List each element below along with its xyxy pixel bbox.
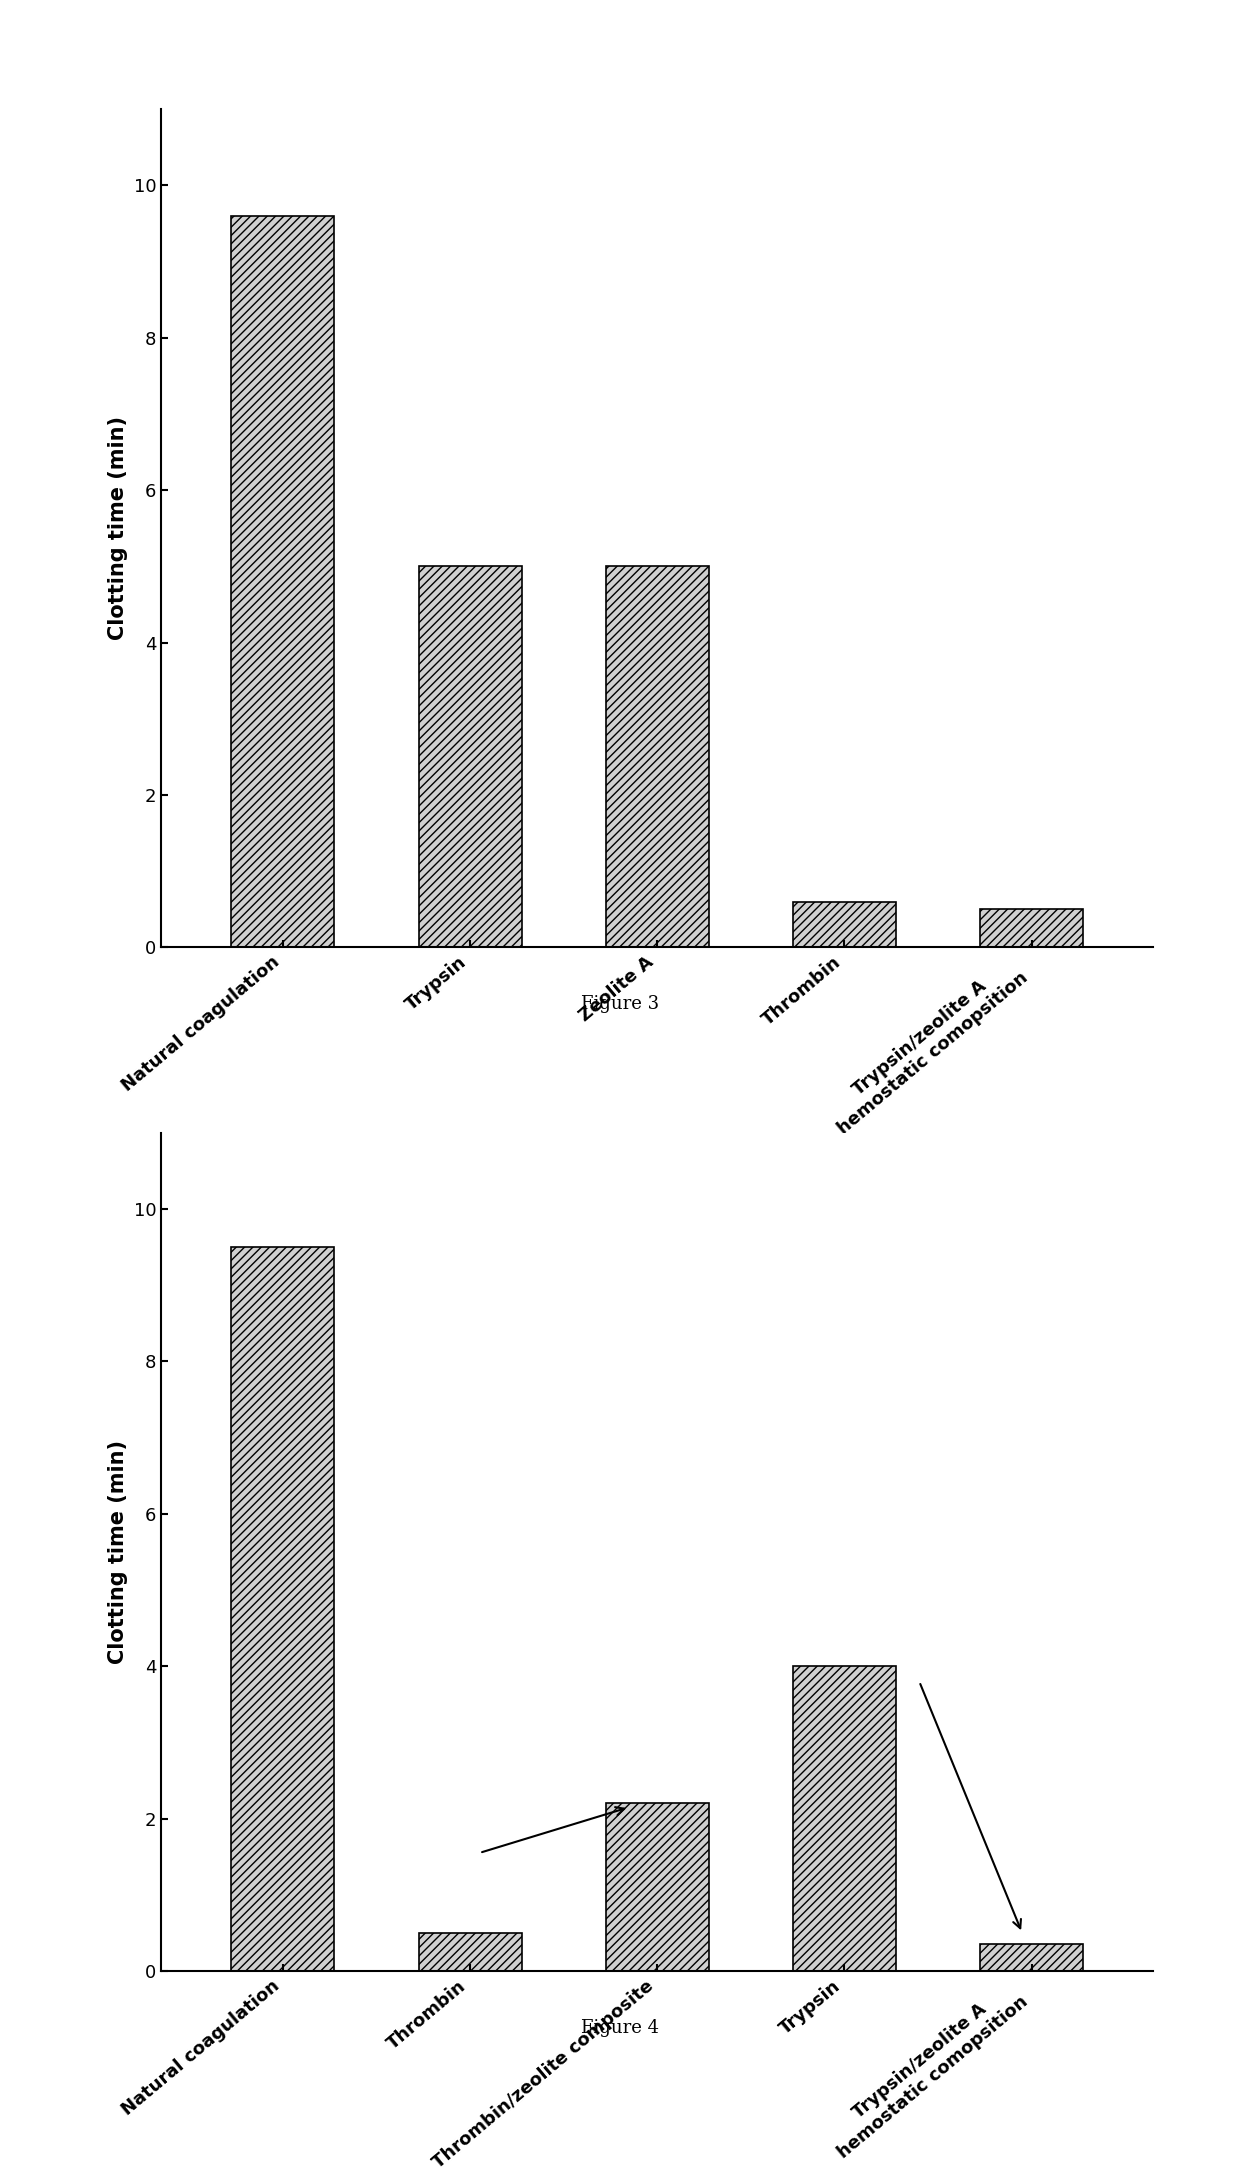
Bar [605, 1803, 709, 1971]
Text: Figure 4: Figure 4 [582, 2019, 658, 2036]
Bar [605, 566, 709, 947]
Bar [232, 1246, 335, 1971]
Text: Figure 3: Figure 3 [580, 995, 660, 1013]
Bar [419, 1934, 522, 1971]
Bar [980, 910, 1083, 947]
Y-axis label: Clotting time (min): Clotting time (min) [108, 1440, 128, 1664]
Bar [419, 566, 522, 947]
Bar [792, 1666, 895, 1971]
Bar [792, 902, 895, 947]
Bar [232, 216, 335, 947]
Y-axis label: Clotting time (min): Clotting time (min) [108, 416, 128, 640]
Bar [980, 1945, 1083, 1971]
